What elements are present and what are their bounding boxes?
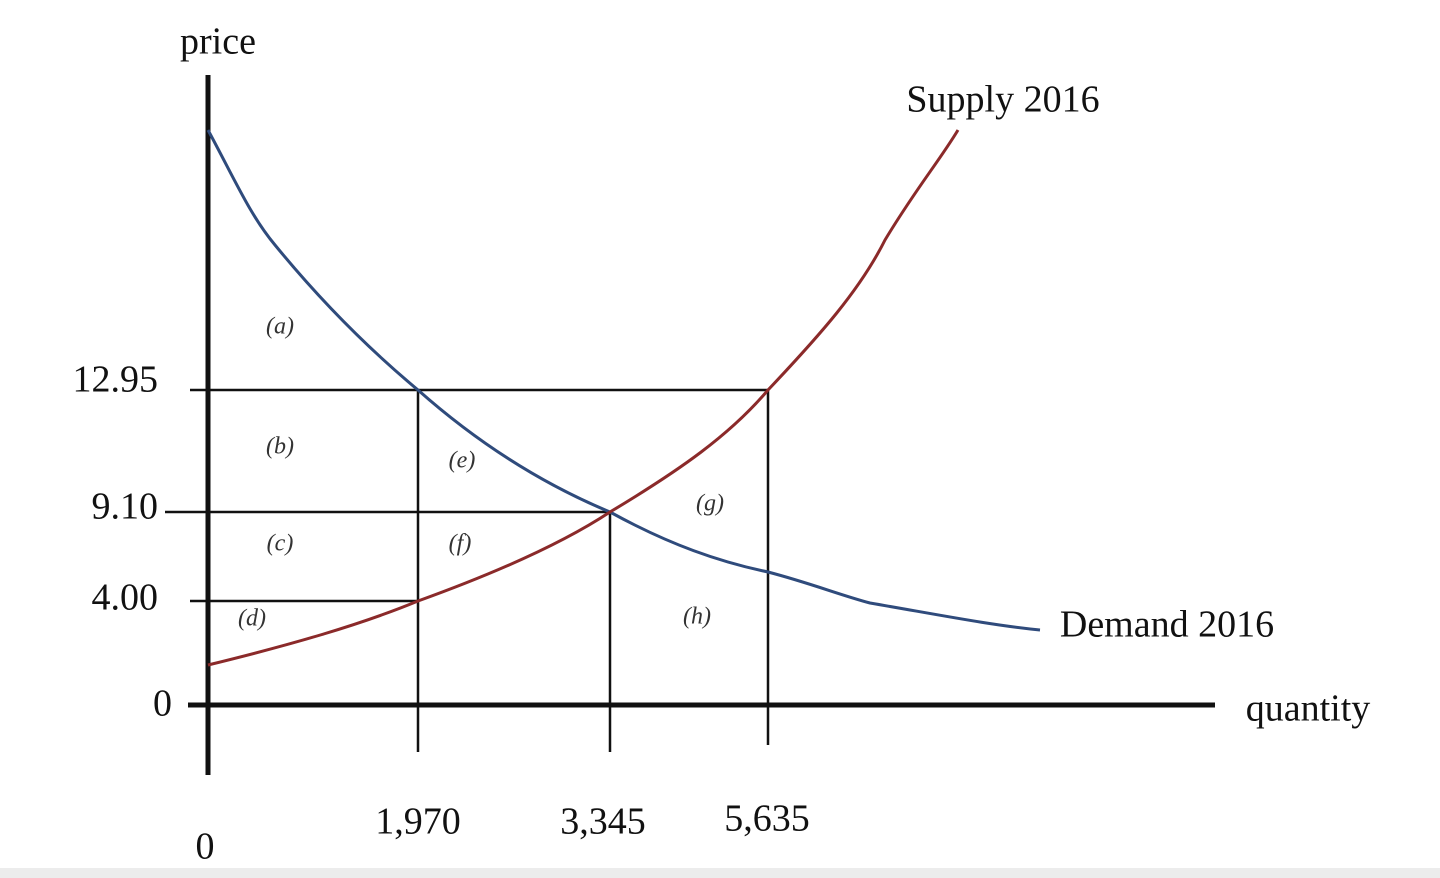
supply-curve: [207, 129, 960, 667]
demand-label: Demand 2016: [1060, 604, 1274, 646]
y-axis-label: price: [180, 21, 256, 63]
x-tick-label: 5,635: [724, 798, 810, 840]
x-tick-label: 0: [196, 826, 215, 868]
x-tick-label: 1,970: [375, 801, 461, 843]
region-label: (g): [696, 491, 724, 517]
region-label: (d): [238, 606, 266, 632]
region-label: (e): [449, 448, 476, 474]
x-tick-label: 3,345: [560, 801, 646, 843]
region-label: (h): [683, 604, 711, 630]
demand-curve: [206, 129, 1041, 632]
y-tick-label: 0: [153, 683, 172, 725]
y-tick-label: 4.00: [92, 577, 159, 619]
x-axis-label: quantity: [1246, 688, 1371, 730]
bottom-band: [0, 868, 1440, 878]
y-tick-label: 12.95: [73, 359, 159, 401]
supply-label: Supply 2016: [906, 79, 1099, 121]
region-label: (c): [267, 531, 294, 557]
y-tick-label: 9.10: [92, 486, 159, 528]
region-label: (f): [449, 531, 472, 557]
region-label: (b): [266, 434, 294, 460]
region-label: (a): [266, 314, 294, 340]
